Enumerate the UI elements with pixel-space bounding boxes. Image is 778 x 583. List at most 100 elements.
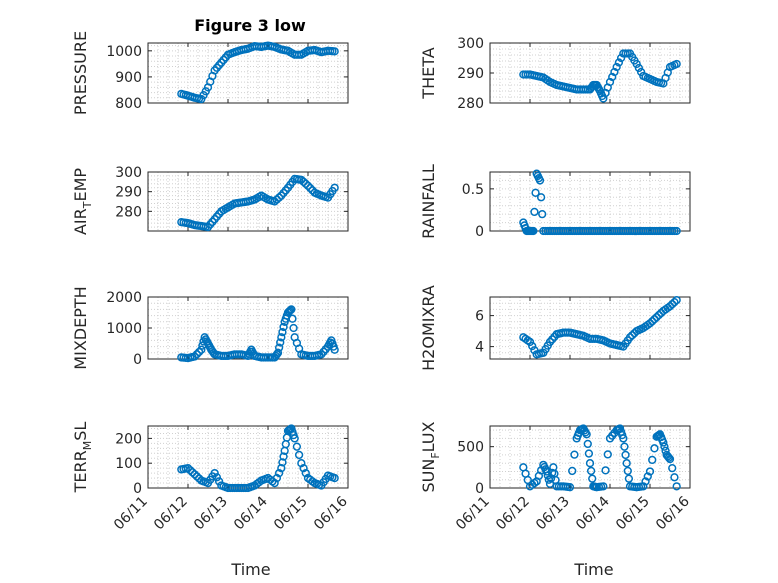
data-point [289, 323, 298, 333]
data-point [619, 434, 628, 443]
data-point [190, 352, 199, 361]
data-point [582, 430, 591, 439]
data-point [588, 474, 597, 483]
data-point [586, 466, 596, 476]
data-point [645, 467, 655, 476]
data-point [585, 459, 595, 468]
data-point [538, 209, 547, 219]
data-point [287, 305, 296, 314]
y-tick-label: 100 [115, 456, 142, 472]
data-point [286, 306, 295, 315]
panel-mixdepth: 0 1000 2000 MIXDEPTH [71, 286, 349, 370]
axes-frame [147, 171, 349, 232]
data-point [192, 472, 202, 481]
x-tick-label: 06/16 [653, 493, 693, 533]
y-axis-label: MIXDEPTH [71, 286, 90, 369]
y-tick-label: 0 [133, 352, 142, 368]
panel-airtemp: 280 290 300 AIRTEMP [71, 165, 349, 235]
panel-pressure: 800 900 1000 PRESSURE [71, 31, 349, 115]
data-point [199, 337, 208, 346]
data-point [659, 438, 668, 447]
data-point [214, 477, 224, 486]
data-point [273, 348, 283, 357]
y-axis-label: TERRMSL [71, 422, 94, 494]
data-point [270, 478, 279, 488]
data-point [294, 450, 304, 460]
data-point [603, 450, 612, 459]
data-point [288, 314, 297, 323]
data-point [284, 307, 294, 316]
data-point [568, 466, 577, 476]
y-tick-label: 1000 [106, 44, 142, 60]
data-point [528, 341, 537, 351]
x-tick-label: 06/12 [493, 494, 533, 534]
data-point [648, 317, 657, 326]
data-point [670, 298, 679, 307]
figure-title: Figure 3 low [194, 16, 306, 35]
data-point [531, 188, 540, 197]
data-point [297, 459, 306, 468]
y-tick-label: 900 [115, 70, 142, 86]
y-axis-label: SUNFLUX [419, 421, 442, 492]
y-tick-label: 1000 [106, 321, 142, 337]
data-point [330, 183, 339, 192]
data-point [277, 464, 286, 473]
data-point [660, 442, 669, 451]
data-point [186, 466, 195, 475]
y-tick-label: 0.5 [462, 182, 484, 198]
data-point [274, 343, 284, 352]
panel-h2omixra: 4 6 H2OMIXRA [419, 285, 691, 371]
data-point [584, 449, 594, 458]
x-axis-label-right: Time [573, 560, 613, 579]
y-axis-label: AIRTEMP [71, 168, 94, 235]
data-point [279, 322, 288, 332]
data-point [192, 350, 202, 359]
data-point [672, 226, 681, 236]
data-point [529, 226, 538, 236]
y-tick-label: 290 [115, 185, 142, 201]
data-point [301, 468, 310, 478]
data-point [636, 67, 646, 77]
data-point [525, 337, 535, 347]
y-axis-label: PRESSURE [71, 31, 90, 115]
data-point [278, 327, 287, 337]
data-point [614, 58, 624, 67]
data-point [601, 466, 610, 475]
y-axis-label: H2OMIXRA [419, 285, 438, 371]
data-point [668, 300, 677, 309]
y-tick-label: 200 [115, 431, 142, 447]
data-point [622, 459, 631, 468]
data-point [194, 347, 204, 357]
panel-terrmsl: 0 100 200 06/11 06/12 06/13 06/14 06/15 06/16 TER… [71, 422, 351, 534]
data-point [279, 452, 288, 461]
data-point [672, 59, 681, 69]
data-point [650, 315, 659, 324]
data-point [330, 47, 339, 56]
x-tick-label: 06/14 [573, 493, 613, 533]
y-tick-label: 0 [475, 481, 484, 497]
data-point [610, 67, 619, 77]
data-point [583, 439, 592, 449]
data-point [648, 455, 657, 465]
data-point [565, 483, 575, 492]
y-tick-label: 2000 [106, 290, 142, 306]
data-point [183, 464, 193, 473]
data-point [650, 444, 659, 453]
y-tick-label: 6 [475, 309, 484, 325]
x-tick-label: 06/11 [453, 494, 493, 534]
data-point [668, 464, 677, 473]
data-point [301, 179, 310, 188]
data-point [654, 310, 664, 320]
data-point [645, 319, 655, 328]
data-point [330, 345, 339, 354]
y-tick-label: 800 [115, 96, 142, 112]
data-point [188, 468, 197, 477]
x-tick-label: 06/13 [533, 494, 573, 534]
y-tick-label: 280 [115, 204, 142, 220]
data-point [570, 450, 579, 459]
y-axis-label: THETA [419, 47, 438, 99]
data-point [639, 482, 648, 491]
data-point [665, 454, 675, 464]
data-point [634, 63, 644, 73]
